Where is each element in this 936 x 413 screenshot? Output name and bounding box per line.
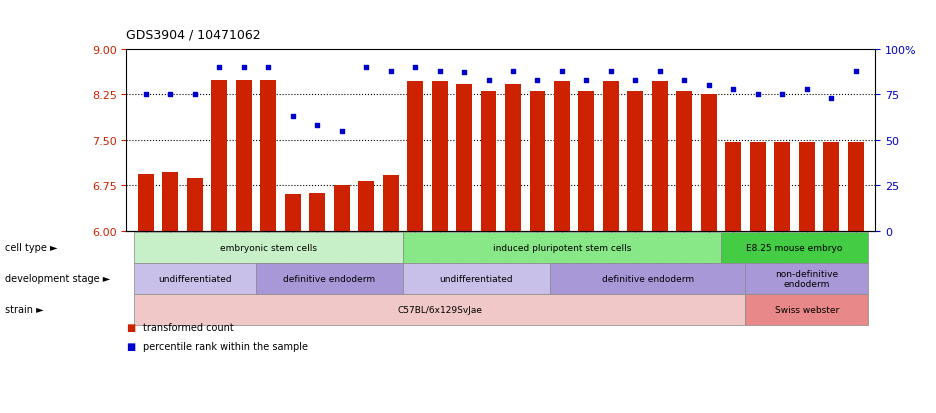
- Point: [701, 83, 716, 89]
- Bar: [725, 142, 741, 231]
- Point: [163, 92, 178, 98]
- Bar: [285, 195, 300, 231]
- Point: [775, 92, 790, 98]
- Point: [481, 77, 496, 84]
- Bar: [431, 82, 447, 231]
- Text: C57BL/6x129SvJae: C57BL/6x129SvJae: [397, 305, 482, 314]
- Bar: [603, 82, 619, 231]
- Point: [530, 77, 545, 84]
- Text: GDS3904 / 10471062: GDS3904 / 10471062: [126, 28, 261, 41]
- Point: [628, 77, 643, 84]
- Point: [652, 68, 667, 75]
- Point: [236, 64, 251, 71]
- Bar: [138, 175, 154, 231]
- Point: [751, 92, 766, 98]
- Bar: [163, 173, 179, 231]
- Point: [604, 68, 619, 75]
- Text: strain ►: strain ►: [5, 304, 43, 315]
- Point: [358, 64, 373, 71]
- Bar: [848, 142, 864, 231]
- Bar: [554, 82, 570, 231]
- Text: ■: ■: [126, 341, 136, 351]
- Text: development stage ►: development stage ►: [5, 273, 110, 284]
- Bar: [187, 178, 203, 231]
- Bar: [260, 81, 276, 231]
- Text: definitive endoderm: definitive endoderm: [284, 274, 375, 283]
- Text: undifferentiated: undifferentiated: [158, 274, 232, 283]
- Text: percentile rank within the sample: percentile rank within the sample: [143, 341, 308, 351]
- Point: [579, 77, 594, 84]
- Point: [261, 64, 276, 71]
- Bar: [627, 92, 643, 231]
- Point: [848, 68, 863, 75]
- Bar: [358, 182, 374, 231]
- Bar: [651, 82, 667, 231]
- Bar: [530, 92, 546, 231]
- Bar: [456, 85, 472, 231]
- Point: [432, 68, 447, 75]
- Bar: [578, 92, 594, 231]
- Text: non-definitive
endoderm: non-definitive endoderm: [775, 269, 839, 288]
- Point: [725, 86, 740, 93]
- Bar: [750, 142, 766, 231]
- Point: [187, 92, 202, 98]
- Bar: [677, 92, 693, 231]
- Bar: [774, 142, 790, 231]
- Text: E8.25 mouse embryo: E8.25 mouse embryo: [746, 243, 842, 252]
- Bar: [383, 176, 399, 231]
- Point: [285, 114, 300, 120]
- Point: [799, 86, 814, 93]
- Point: [334, 128, 349, 135]
- Bar: [505, 85, 521, 231]
- Bar: [309, 194, 325, 231]
- Point: [139, 92, 154, 98]
- Bar: [334, 186, 350, 231]
- Text: definitive endoderm: definitive endoderm: [602, 274, 694, 283]
- Text: induced pluripotent stem cells: induced pluripotent stem cells: [492, 243, 631, 252]
- Point: [554, 68, 569, 75]
- Point: [824, 95, 839, 102]
- Text: transformed count: transformed count: [143, 322, 234, 332]
- Bar: [212, 81, 227, 231]
- Point: [212, 64, 227, 71]
- Bar: [480, 92, 496, 231]
- Text: cell type ►: cell type ►: [5, 242, 57, 253]
- Text: undifferentiated: undifferentiated: [440, 274, 513, 283]
- Point: [407, 64, 422, 71]
- Bar: [236, 81, 252, 231]
- Text: ■: ■: [126, 322, 136, 332]
- Point: [505, 68, 520, 75]
- Text: Swiss webster: Swiss webster: [774, 305, 839, 314]
- Point: [677, 77, 692, 84]
- Text: embryonic stem cells: embryonic stem cells: [220, 243, 316, 252]
- Bar: [823, 142, 839, 231]
- Bar: [407, 82, 423, 231]
- Bar: [798, 142, 814, 231]
- Point: [310, 123, 325, 129]
- Bar: [701, 95, 717, 231]
- Point: [383, 68, 398, 75]
- Point: [457, 70, 472, 76]
